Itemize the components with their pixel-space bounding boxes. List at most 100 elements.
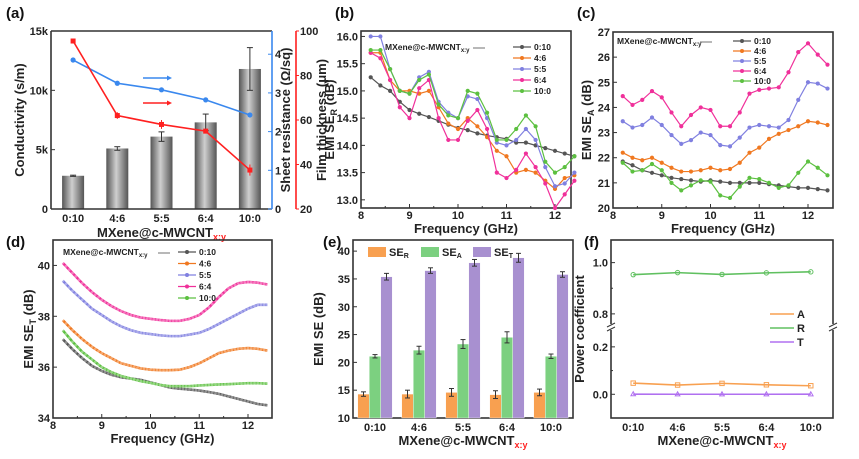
arrow-head-red-icon bbox=[167, 100, 172, 106]
legend-label-sub: R bbox=[404, 253, 409, 260]
series-point bbox=[825, 86, 830, 91]
series-point bbox=[201, 389, 204, 393]
series-point bbox=[796, 170, 801, 175]
x-tick-label: 12 bbox=[242, 420, 254, 432]
series-point bbox=[233, 314, 237, 317]
series-point bbox=[110, 373, 113, 377]
conductivity-bar bbox=[194, 122, 217, 209]
legend-title-main: MXene@c-MWCNT bbox=[385, 42, 462, 52]
series-point bbox=[162, 334, 165, 338]
series-point bbox=[194, 314, 198, 318]
y-tick-label: 0.0 bbox=[593, 389, 608, 401]
legend-label: 5:5 bbox=[199, 270, 212, 280]
series-point bbox=[64, 264, 68, 268]
series-point bbox=[71, 289, 74, 293]
right-tick-label: 20 bbox=[300, 204, 312, 216]
y-tick-label: 15k bbox=[30, 26, 49, 38]
series-point bbox=[426, 72, 431, 77]
series-point bbox=[378, 34, 383, 39]
bar-se-a bbox=[501, 337, 513, 419]
series-point bbox=[630, 163, 635, 168]
series-point bbox=[87, 355, 91, 359]
series-point bbox=[815, 120, 820, 125]
series-point bbox=[236, 382, 240, 386]
series-point bbox=[178, 387, 182, 391]
series-point bbox=[815, 165, 820, 170]
series-point bbox=[446, 113, 451, 118]
x-tick-label: 9 bbox=[99, 420, 105, 432]
legend-swatch bbox=[368, 247, 386, 257]
series-point bbox=[220, 393, 224, 397]
series-point bbox=[417, 77, 422, 83]
axis-break bbox=[829, 324, 837, 330]
series-point bbox=[504, 175, 509, 181]
series-point bbox=[249, 400, 253, 404]
y-tick-label: 25 bbox=[338, 330, 350, 342]
series-point bbox=[533, 165, 538, 170]
series-point bbox=[446, 137, 451, 143]
series-point bbox=[253, 304, 256, 308]
series-point bbox=[217, 351, 221, 355]
series-point bbox=[67, 286, 71, 289]
series-point bbox=[620, 160, 625, 165]
x-tick-label: 5:5 bbox=[455, 422, 471, 434]
series-point bbox=[757, 122, 762, 128]
series-point bbox=[825, 62, 830, 67]
legend-label: 0:10 bbox=[534, 42, 551, 52]
right-axis-title-film-thickness: Film thickness (μm) bbox=[314, 59, 329, 181]
series-point bbox=[188, 384, 191, 388]
coefficient-point bbox=[674, 269, 681, 276]
series-point bbox=[97, 295, 100, 299]
series-point bbox=[106, 302, 110, 306]
series-point bbox=[77, 278, 81, 282]
panel-label: (f) bbox=[584, 234, 599, 251]
series-point bbox=[194, 384, 198, 388]
legend-marker bbox=[185, 250, 189, 254]
series-point bbox=[659, 168, 664, 173]
bar-se-r bbox=[533, 392, 546, 419]
series-point bbox=[266, 382, 269, 386]
series-point bbox=[805, 119, 811, 124]
series-point bbox=[249, 346, 253, 350]
series-point bbox=[67, 268, 71, 272]
x-axis-title: Frequency (GHz) bbox=[110, 431, 214, 446]
series-point bbox=[201, 311, 204, 314]
series-point bbox=[158, 383, 162, 387]
legend-label: 0:10 bbox=[754, 36, 771, 46]
series-point bbox=[620, 94, 625, 99]
x-tick-label: 8 bbox=[610, 210, 616, 222]
x-tick-label: 9 bbox=[406, 210, 412, 222]
series-point bbox=[649, 155, 655, 160]
legend-label: 10:0 bbox=[534, 86, 551, 96]
series-point bbox=[249, 305, 253, 309]
x-tick-label: 11 bbox=[501, 210, 513, 222]
y-tick-label: 14.5 bbox=[337, 113, 358, 125]
series-point bbox=[227, 286, 230, 290]
series-point bbox=[181, 387, 185, 391]
series-point bbox=[766, 180, 772, 185]
series-point bbox=[210, 383, 214, 387]
series-point bbox=[181, 334, 185, 338]
y-axis-title-unit: (dB) bbox=[579, 80, 594, 110]
legend-label: 4:6 bbox=[199, 259, 212, 269]
series-point bbox=[100, 365, 104, 369]
series-point bbox=[246, 307, 250, 311]
series-point bbox=[825, 122, 830, 128]
series-point bbox=[204, 358, 208, 362]
x-tick-label: 4:6 bbox=[670, 422, 686, 434]
coefficient-point bbox=[807, 390, 814, 397]
series-point bbox=[103, 315, 107, 319]
series-point bbox=[220, 320, 224, 324]
series-point bbox=[233, 348, 237, 351]
series-point bbox=[475, 124, 480, 129]
series-point bbox=[718, 179, 723, 184]
series-point bbox=[259, 281, 263, 285]
series-point bbox=[708, 107, 713, 113]
legend-label: 6:4 bbox=[534, 75, 547, 85]
series-point bbox=[184, 366, 188, 370]
series-point bbox=[649, 88, 655, 94]
y-axis-title-main: EMI SE bbox=[21, 324, 36, 368]
series-point bbox=[718, 143, 723, 148]
series-point bbox=[249, 280, 253, 284]
legend-label-main: SE bbox=[389, 247, 404, 259]
